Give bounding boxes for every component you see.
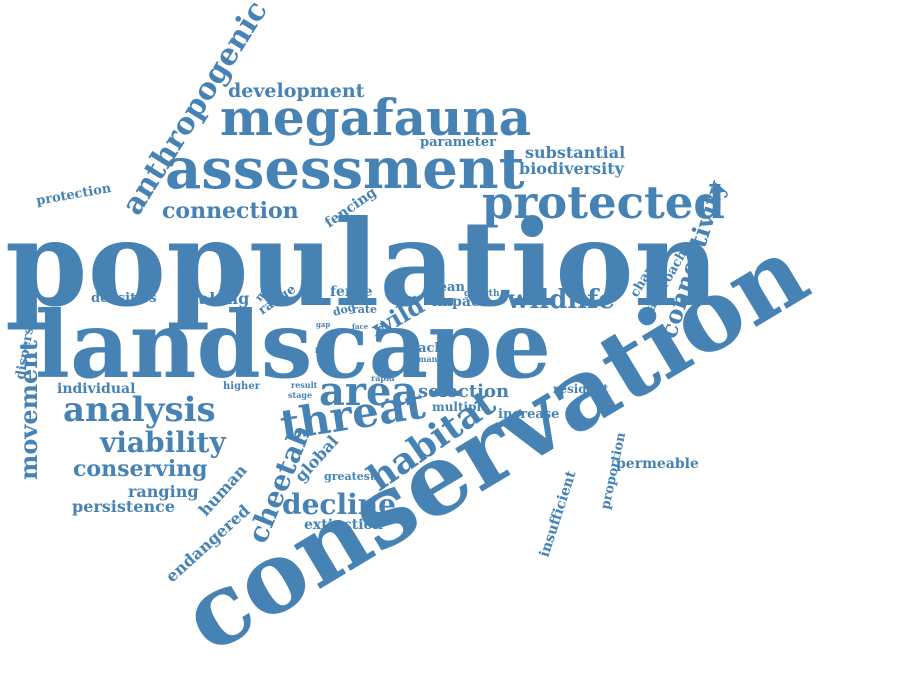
word-selection: selection: [418, 381, 509, 402]
word-individual: individual: [57, 381, 135, 397]
word-conserving: conserving: [73, 456, 208, 482]
word-permeable: permeable: [616, 456, 699, 472]
word-level: level: [315, 346, 334, 355]
word-biodiversity: biodiversity: [519, 159, 625, 178]
word-extinction: extinction: [304, 517, 383, 533]
word-substantial: substantial: [525, 143, 625, 162]
word-impact: impact: [432, 294, 487, 310]
word-gap: gap: [316, 320, 330, 329]
word-analysis: analysis: [63, 390, 216, 430]
word-parameter: parameter: [420, 135, 496, 150]
word-rapid: rapid: [371, 373, 395, 383]
word-landscape: landscape: [35, 291, 551, 399]
word-ranging: ranging: [128, 482, 199, 501]
word-result: result: [291, 380, 318, 390]
word-area: area: [319, 368, 417, 415]
word-resident: resident: [553, 382, 609, 396]
word-dog: dog: [331, 300, 357, 319]
word-increase: increase: [498, 407, 559, 422]
word-higher: higher: [223, 381, 261, 392]
word-development: development: [228, 80, 365, 102]
word-megafauna: megafauna: [220, 88, 531, 147]
word-connection: connection: [162, 198, 299, 224]
word-face: face: [352, 322, 369, 331]
word-persistence: persistence: [72, 497, 175, 516]
word-wildlife: wildlife: [506, 285, 615, 315]
word-population: population: [5, 194, 720, 333]
word-slow: slow: [374, 320, 388, 344]
word-growth: growth: [464, 289, 500, 299]
word-stage: stage: [288, 390, 312, 400]
word-many: many: [418, 354, 442, 364]
word-assessment: assessment: [165, 136, 525, 202]
word-multiple: multiple: [432, 400, 489, 414]
word-movement: movement: [14, 340, 43, 480]
word-decline: decline: [282, 488, 396, 521]
word-pack: pack: [409, 341, 444, 356]
word-greatest: greatest: [324, 470, 376, 483]
word-protected: protected: [482, 176, 725, 229]
word-fence: fence: [330, 284, 373, 300]
word-viability: viability: [99, 426, 226, 459]
word-mean: mean: [425, 280, 465, 295]
word-densities: densities: [91, 291, 157, 306]
word-rate: rate: [352, 303, 377, 316]
word-making: making: [182, 289, 249, 308]
